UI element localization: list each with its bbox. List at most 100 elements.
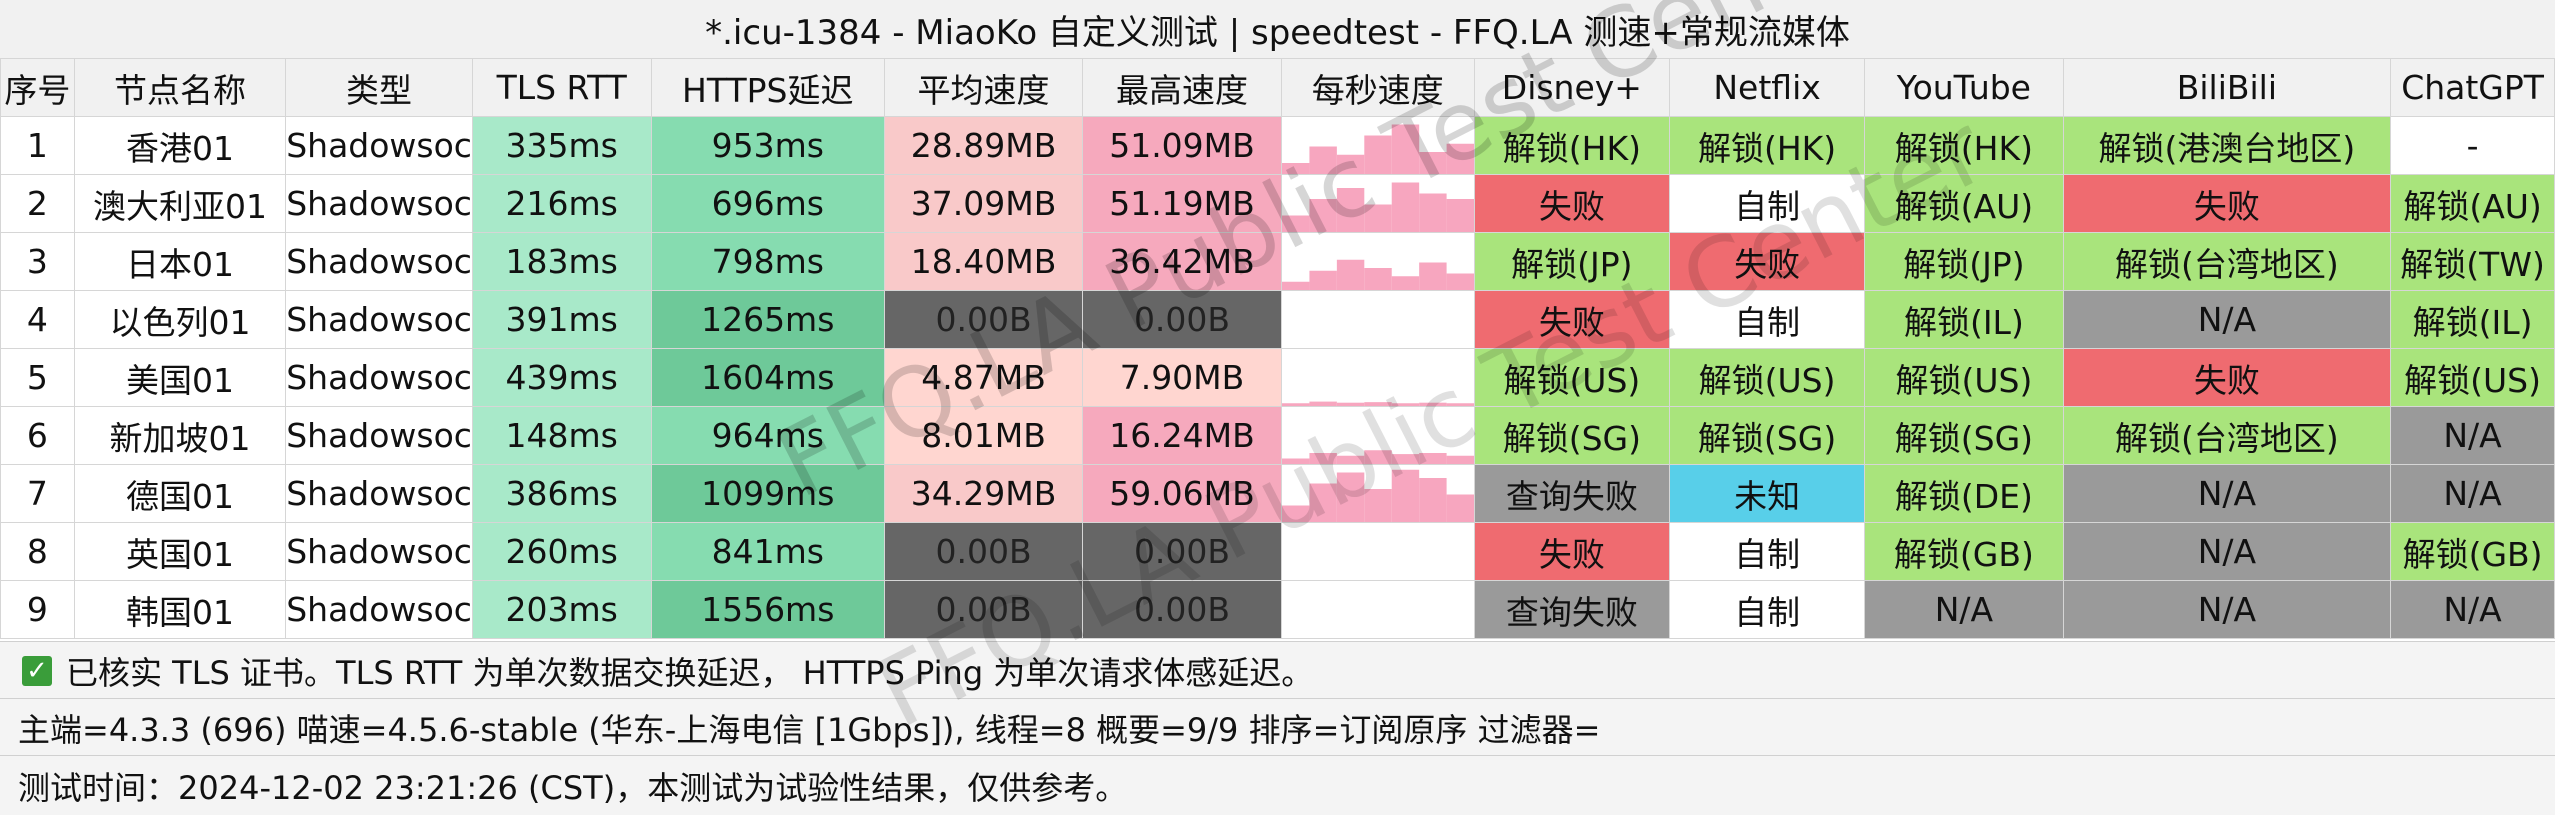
sparkline-bar <box>1282 458 1310 464</box>
speed-sparkline <box>1282 182 1474 232</box>
cell-tls-rtt: 183ms <box>471 232 652 291</box>
cell-youtube: 解锁(JP) <box>1864 232 2064 291</box>
cell-bilibili: 解锁(港澳台地区) <box>2062 116 2392 175</box>
cell-tls-rtt: 260ms <box>471 522 652 581</box>
cell-https-latency: 696ms <box>650 174 885 233</box>
cell-chatgpt: - <box>2390 116 2555 175</box>
column-header: Disney+ <box>1473 58 1670 117</box>
cell-chatgpt: 解锁(TW) <box>2390 232 2555 291</box>
column-header: 序号 <box>0 58 75 117</box>
sparkline-bar <box>1391 469 1419 522</box>
column-header: HTTPS延迟 <box>650 58 885 117</box>
cell-chatgpt: 解锁(AU) <box>2390 174 2555 233</box>
cell-node-name: 美国01 <box>73 348 287 407</box>
cell-avg-speed: 8.01MB <box>883 406 1084 465</box>
cell-https-latency: 798ms <box>650 232 885 291</box>
results-table: 序号 节点名称 类型 TLS RTT HTTPS延迟 平均速度 最高速度 每秒速度 Disney… <box>0 58 2555 639</box>
cell-tls-rtt: 335ms <box>471 116 652 175</box>
cell-bilibili: N/A <box>2062 290 2392 349</box>
cell-netflix: 未知 <box>1668 464 1866 523</box>
cell-node-name: 日本01 <box>73 232 287 291</box>
sparkline-bar <box>1364 135 1392 174</box>
cell-per-second-speed <box>1280 174 1475 233</box>
cell-node-name: 以色列01 <box>73 290 287 349</box>
cell-per-second-speed <box>1280 580 1475 639</box>
table-row: 7德国01Shadowsocks386ms1099ms34.29MB59.06M… <box>0 464 2555 523</box>
cell-avg-speed: 28.89MB <box>883 116 1084 175</box>
sparkline-bar <box>1391 182 1419 232</box>
footer-line-3: 测试时间：2024-12-02 23:21:26 (CST)，本测试为试验性结果… <box>18 768 1128 807</box>
cell-bilibili: N/A <box>2062 522 2392 581</box>
sparkline-bar <box>1446 494 1474 522</box>
cell-index: 6 <box>0 406 75 465</box>
sparkline-bar <box>1418 478 1447 522</box>
footer-line-2: 主端=4.3.3 (696) 喵速=4.5.6-stable (华东-上海电信 … <box>18 710 1601 749</box>
cell-netflix: 自制 <box>1668 580 1866 639</box>
sparkline-bar <box>1418 262 1447 290</box>
cell-https-latency: 964ms <box>650 406 885 465</box>
column-header: 最高速度 <box>1082 58 1282 117</box>
cell-disney: 查询失败 <box>1473 580 1670 639</box>
header-row: 序号 节点名称 类型 TLS RTT HTTPS延迟 平均速度 最高速度 每秒速度 Disney… <box>0 58 2555 117</box>
column-header: 每秒速度 <box>1280 58 1475 117</box>
cell-disney: 解锁(SG) <box>1473 406 1670 465</box>
table-row: 8英国01Shadowsocks260ms841ms0.00B0.00B失败自制… <box>0 522 2555 581</box>
cell-https-latency: 1265ms <box>650 290 885 349</box>
sparkline-bar <box>1336 154 1365 174</box>
cell-per-second-speed <box>1280 464 1475 523</box>
footer-time: 测试时间：2024-12-02 23:21:26 (CST)，本测试为试验性结果… <box>0 755 2555 815</box>
table-row: 6新加坡01Shadowsocks148ms964ms8.01MB16.24MB… <box>0 406 2555 465</box>
sparkline-bar <box>1282 215 1310 232</box>
cell-per-second-speed <box>1280 406 1475 465</box>
cell-node-name: 澳大利亚01 <box>73 174 287 233</box>
cell-per-second-speed <box>1280 290 1475 349</box>
cell-netflix: 解锁(HK) <box>1668 116 1866 175</box>
cell-chatgpt: N/A <box>2390 406 2555 465</box>
cell-node-name: 香港01 <box>73 116 287 175</box>
sparkline-bar <box>1391 403 1419 406</box>
cell-youtube: 解锁(GB) <box>1864 522 2064 581</box>
cell-https-latency: 1604ms <box>650 348 885 407</box>
cell-max-speed: 59.06MB <box>1082 464 1282 523</box>
sparkline-bar <box>1391 124 1419 174</box>
footer-meta: 主端=4.3.3 (696) 喵速=4.5.6-stable (华东-上海电信 … <box>0 698 2555 756</box>
cell-youtube: 解锁(HK) <box>1864 116 2064 175</box>
sparkline-bar <box>1364 489 1392 522</box>
cell-youtube: 解锁(DE) <box>1864 464 2064 523</box>
column-header: BiliBili <box>2062 58 2392 117</box>
cell-chatgpt: N/A <box>2390 580 2555 639</box>
cell-per-second-speed <box>1280 348 1475 407</box>
sparkline-bar <box>1391 276 1419 290</box>
cell-per-second-speed <box>1280 522 1475 581</box>
cell-youtube: 解锁(AU) <box>1864 174 2064 233</box>
sparkline-bar <box>1446 143 1474 174</box>
cell-avg-speed: 0.00B <box>883 580 1084 639</box>
cell-type: Shadowsocks <box>285 174 473 233</box>
cell-tls-rtt: 386ms <box>471 464 652 523</box>
cell-max-speed: 51.19MB <box>1082 174 1282 233</box>
window-title: *.icu-1384 - MiaoKo 自定义测试 | speedtest - … <box>0 0 2555 59</box>
sparkline-bar <box>1418 152 1447 174</box>
cell-tls-rtt: 203ms <box>471 580 652 639</box>
column-header: 节点名称 <box>73 58 287 117</box>
sparkline-bar <box>1309 146 1337 174</box>
sparkline-bar <box>1446 455 1474 464</box>
cell-type: Shadowsocks <box>285 116 473 175</box>
cell-type: Shadowsocks <box>285 580 473 639</box>
cell-type: Shadowsocks <box>285 348 473 407</box>
cell-max-speed: 0.00B <box>1082 290 1282 349</box>
cell-node-name: 德国01 <box>73 464 287 523</box>
cell-per-second-speed <box>1280 232 1475 291</box>
cell-https-latency: 841ms <box>650 522 885 581</box>
speed-sparkline <box>1282 450 1474 464</box>
cell-max-speed: 0.00B <box>1082 580 1282 639</box>
cell-node-name: 韩国01 <box>73 580 287 639</box>
footer-line-1: 已核实 TLS 证书。TLS RTT 为单次数据交换延迟， HTTPS Ping… <box>66 653 1314 692</box>
cell-avg-speed: 4.87MB <box>883 348 1084 407</box>
cell-bilibili: N/A <box>2062 464 2392 523</box>
column-header: YouTube <box>1864 58 2064 117</box>
checkmark-icon: ✓ <box>22 655 52 686</box>
cell-type: Shadowsocks <box>285 232 473 291</box>
cell-netflix: 自制 <box>1668 174 1866 233</box>
